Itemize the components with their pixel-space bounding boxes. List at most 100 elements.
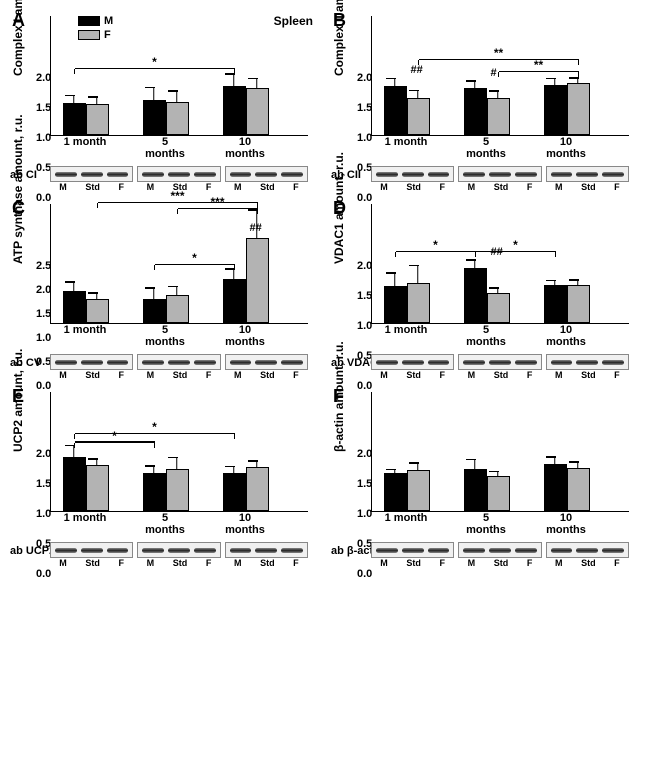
bar-M: [63, 103, 86, 135]
lane-label: F: [614, 558, 620, 568]
significance-marker: **: [489, 46, 509, 60]
lane-label: Std: [494, 558, 509, 568]
bar-F: [86, 465, 109, 511]
bar-M: [464, 268, 487, 323]
chart-area: *: [50, 16, 308, 136]
blot-group: [225, 166, 308, 182]
blot-band: [489, 360, 511, 365]
chart-area: ****###: [371, 16, 629, 136]
bar-M: [544, 85, 567, 135]
lane-label: M: [234, 558, 242, 568]
bar-F: [166, 469, 189, 511]
lane-label: Std: [406, 558, 421, 568]
blot-band: [281, 172, 303, 177]
lane-label: Std: [260, 182, 275, 192]
blot-band: [107, 360, 129, 365]
y-tick: 2.0: [36, 284, 51, 296]
bar-F: [246, 238, 269, 323]
bar-F: [407, 470, 430, 511]
bar-M: [223, 86, 246, 135]
y-tick: 1.5: [357, 102, 372, 114]
bar-F: [166, 295, 189, 323]
lane-label: M: [555, 182, 563, 192]
blot-band: [255, 548, 277, 553]
blot-group: [137, 542, 220, 558]
blot-band: [255, 172, 277, 177]
lane-label: F: [119, 182, 125, 192]
significance-marker: *: [185, 251, 205, 265]
lane-label: M: [147, 182, 155, 192]
y-tick: 1.5: [357, 290, 372, 302]
lane-label: M: [380, 558, 388, 568]
blot-band: [602, 172, 624, 177]
x-labels: 1 month5 months10 months: [371, 324, 629, 348]
blot-band: [168, 172, 190, 177]
blot-band: [230, 172, 252, 177]
blot-band: [376, 360, 398, 365]
blot-band: [281, 548, 303, 553]
y-tick: 0.5: [36, 162, 51, 174]
lane-label: M: [468, 182, 476, 192]
blot-band: [576, 360, 598, 365]
lane-label: M: [147, 558, 155, 568]
significance-marker: ***: [208, 195, 228, 209]
bar-F: [487, 293, 510, 323]
significance-marker: *: [105, 429, 125, 443]
lane-label: F: [293, 370, 299, 380]
hash-marker: ##: [250, 222, 262, 234]
lane-label: M: [468, 370, 476, 380]
y-tick: 0.0: [357, 568, 372, 580]
blot-band: [81, 548, 103, 553]
lane-label: F: [293, 558, 299, 568]
chart-area: *******##: [50, 204, 308, 324]
blot-band: [551, 360, 573, 365]
bar-M: [384, 286, 407, 323]
blot-band: [55, 172, 77, 177]
lane-label: M: [234, 370, 242, 380]
blot-band: [515, 360, 537, 365]
antibody-label: ab UCP2: [10, 545, 55, 557]
lane-label: M: [380, 182, 388, 192]
panel-E: EUCP2 amount, r.u.0.00.51.01.52.0**1 mon…: [8, 384, 321, 568]
bar-M: [544, 464, 567, 511]
panel-F: Fβ-actin amount, r.u.0.00.51.01.52.01 mo…: [329, 384, 642, 568]
bar-M: [384, 86, 407, 135]
hash-marker: ##: [411, 64, 423, 76]
blot-band: [230, 548, 252, 553]
blot-band: [376, 172, 398, 177]
lane-label: Std: [173, 370, 188, 380]
lane-label: M: [59, 370, 67, 380]
lane-label: M: [147, 370, 155, 380]
y-tick: 1.0: [36, 332, 51, 344]
lane-label: Std: [581, 558, 596, 568]
blot-band: [107, 548, 129, 553]
blot-band: [602, 360, 624, 365]
blot-group: [371, 354, 454, 370]
blot-band: [55, 360, 77, 365]
blot-row: ab UCP2: [50, 542, 308, 558]
blot-band: [576, 548, 598, 553]
bar-M: [464, 88, 487, 135]
bar-M: [143, 473, 166, 511]
lane-label: F: [614, 370, 620, 380]
y-axis-label: ATP synthase amount, r.u.: [11, 114, 25, 264]
significance-marker: *: [145, 420, 165, 434]
y-tick: 1.0: [357, 508, 372, 520]
blot-band: [142, 360, 164, 365]
y-axis-label: Complex I amount, r.u.: [11, 0, 25, 76]
bar-F: [166, 102, 189, 135]
bar-F: [246, 88, 269, 135]
blot-band: [402, 360, 424, 365]
lane-label: M: [468, 558, 476, 568]
lane-label: Std: [260, 558, 275, 568]
x-labels: 1 month5 months10 months: [371, 512, 629, 536]
bar-M: [223, 279, 246, 323]
y-tick: 1.5: [357, 478, 372, 490]
x-labels: 1 month5 months10 months: [50, 324, 308, 348]
y-tick: 2.5: [36, 260, 51, 272]
lane-label: F: [293, 182, 299, 192]
bar-M: [464, 469, 487, 511]
y-tick: 1.0: [357, 320, 372, 332]
blot-band: [376, 548, 398, 553]
blot-band: [142, 172, 164, 177]
